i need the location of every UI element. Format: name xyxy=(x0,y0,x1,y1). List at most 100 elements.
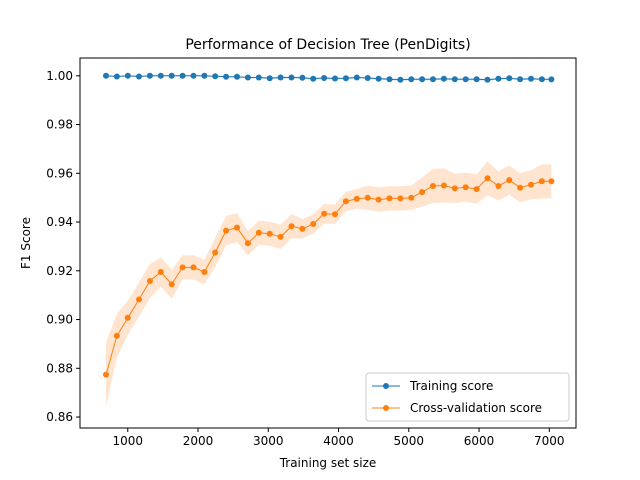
point-training xyxy=(136,73,142,80)
point-training xyxy=(266,75,273,82)
point-cv xyxy=(234,224,240,231)
x-tick-label: 7000 xyxy=(534,434,565,448)
point-cv xyxy=(419,189,426,196)
x-tick-label: 6000 xyxy=(464,434,495,448)
point-training xyxy=(212,73,219,80)
y-axis-label: F1 Score xyxy=(19,217,33,269)
point-training xyxy=(103,72,109,79)
point-training xyxy=(299,74,306,81)
band-cv xyxy=(106,161,552,407)
y-tick-label: 0.96 xyxy=(46,166,73,180)
point-training xyxy=(234,73,240,80)
point-cv xyxy=(299,225,306,232)
point-training xyxy=(506,75,513,82)
point-training xyxy=(451,76,458,83)
x-tick-label: 1000 xyxy=(112,434,143,448)
point-training xyxy=(548,76,555,83)
point-cv xyxy=(321,210,328,217)
point-training xyxy=(462,76,469,83)
point-cv xyxy=(408,194,415,201)
x-tick-label: 5000 xyxy=(394,434,425,448)
y-tick-label: 0.90 xyxy=(46,313,73,327)
legend-label-training: Training score xyxy=(409,379,493,393)
point-training xyxy=(146,72,153,79)
point-cv xyxy=(124,314,131,321)
legend: Training score Cross-validation score xyxy=(365,372,570,422)
x-axis-ticks: 1000 2000 3000 4000 5000 6000 7000 xyxy=(112,428,565,448)
point-cv xyxy=(538,178,545,185)
point-training xyxy=(386,76,393,83)
point-training xyxy=(397,76,404,83)
point-training xyxy=(179,72,186,79)
point-training xyxy=(168,72,175,79)
point-cv xyxy=(157,269,164,275)
point-cv xyxy=(288,223,295,230)
point-training xyxy=(201,72,208,79)
point-cv xyxy=(462,184,469,191)
legend-marker-cv xyxy=(383,405,389,411)
legend-label-cv: Cross-validation score xyxy=(410,401,542,415)
point-cv xyxy=(548,178,555,185)
point-training xyxy=(528,75,534,82)
point-training xyxy=(419,76,426,83)
point-cv xyxy=(430,183,436,189)
point-training xyxy=(321,75,328,81)
point-cv xyxy=(212,249,219,256)
y-tick-label: 0.92 xyxy=(46,264,73,278)
series-markers xyxy=(103,72,555,378)
point-cv xyxy=(168,281,175,288)
y-tick-label: 0.86 xyxy=(46,410,73,424)
point-training xyxy=(255,74,262,81)
x-tick-label: 4000 xyxy=(323,434,354,448)
point-training xyxy=(288,74,295,81)
point-cv xyxy=(353,195,360,202)
point-training xyxy=(223,73,230,80)
x-tick-label: 2000 xyxy=(183,434,214,448)
point-training xyxy=(430,76,436,83)
point-training xyxy=(244,74,251,81)
point-cv xyxy=(113,332,120,339)
legend-box xyxy=(365,372,570,422)
point-training xyxy=(332,75,338,82)
point-cv xyxy=(342,198,349,205)
point-training xyxy=(124,72,131,79)
point-training xyxy=(408,76,415,83)
point-cv xyxy=(386,195,393,202)
legend-marker-training xyxy=(383,383,389,389)
point-cv xyxy=(201,269,208,275)
y-tick-label: 0.88 xyxy=(46,361,73,375)
point-cv xyxy=(528,181,534,188)
point-cv xyxy=(310,221,317,227)
point-training xyxy=(484,76,491,83)
point-training xyxy=(277,74,284,81)
y-axis-ticks: 0.86 0.88 0.90 0.92 0.94 0.96 0.98 1.00 xyxy=(46,69,80,424)
point-cv xyxy=(375,196,382,203)
y-tick-label: 0.94 xyxy=(46,215,73,229)
x-axis-label: Training set size xyxy=(279,456,377,470)
point-training xyxy=(157,72,164,79)
point-cv xyxy=(223,227,230,234)
point-training xyxy=(342,75,349,82)
plot-frame xyxy=(79,57,577,429)
point-training xyxy=(310,75,317,82)
point-training xyxy=(440,75,447,82)
point-cv xyxy=(146,278,153,284)
chart-title: Performance of Decision Tree (PenDigits) xyxy=(185,37,470,53)
point-training xyxy=(113,73,120,80)
point-training xyxy=(473,76,480,83)
point-cv xyxy=(103,371,109,378)
point-cv xyxy=(484,175,491,182)
point-cv xyxy=(255,229,262,236)
point-training xyxy=(538,76,545,83)
point-cv xyxy=(495,183,502,189)
point-training xyxy=(353,74,360,81)
point-cv xyxy=(332,211,338,218)
point-cv xyxy=(266,230,273,237)
point-training xyxy=(375,75,382,82)
y-tick-label: 1.00 xyxy=(46,69,73,83)
point-cv xyxy=(244,240,251,247)
y-tick-label: 0.98 xyxy=(46,118,73,132)
point-cv xyxy=(397,195,404,202)
point-cv xyxy=(440,182,447,189)
